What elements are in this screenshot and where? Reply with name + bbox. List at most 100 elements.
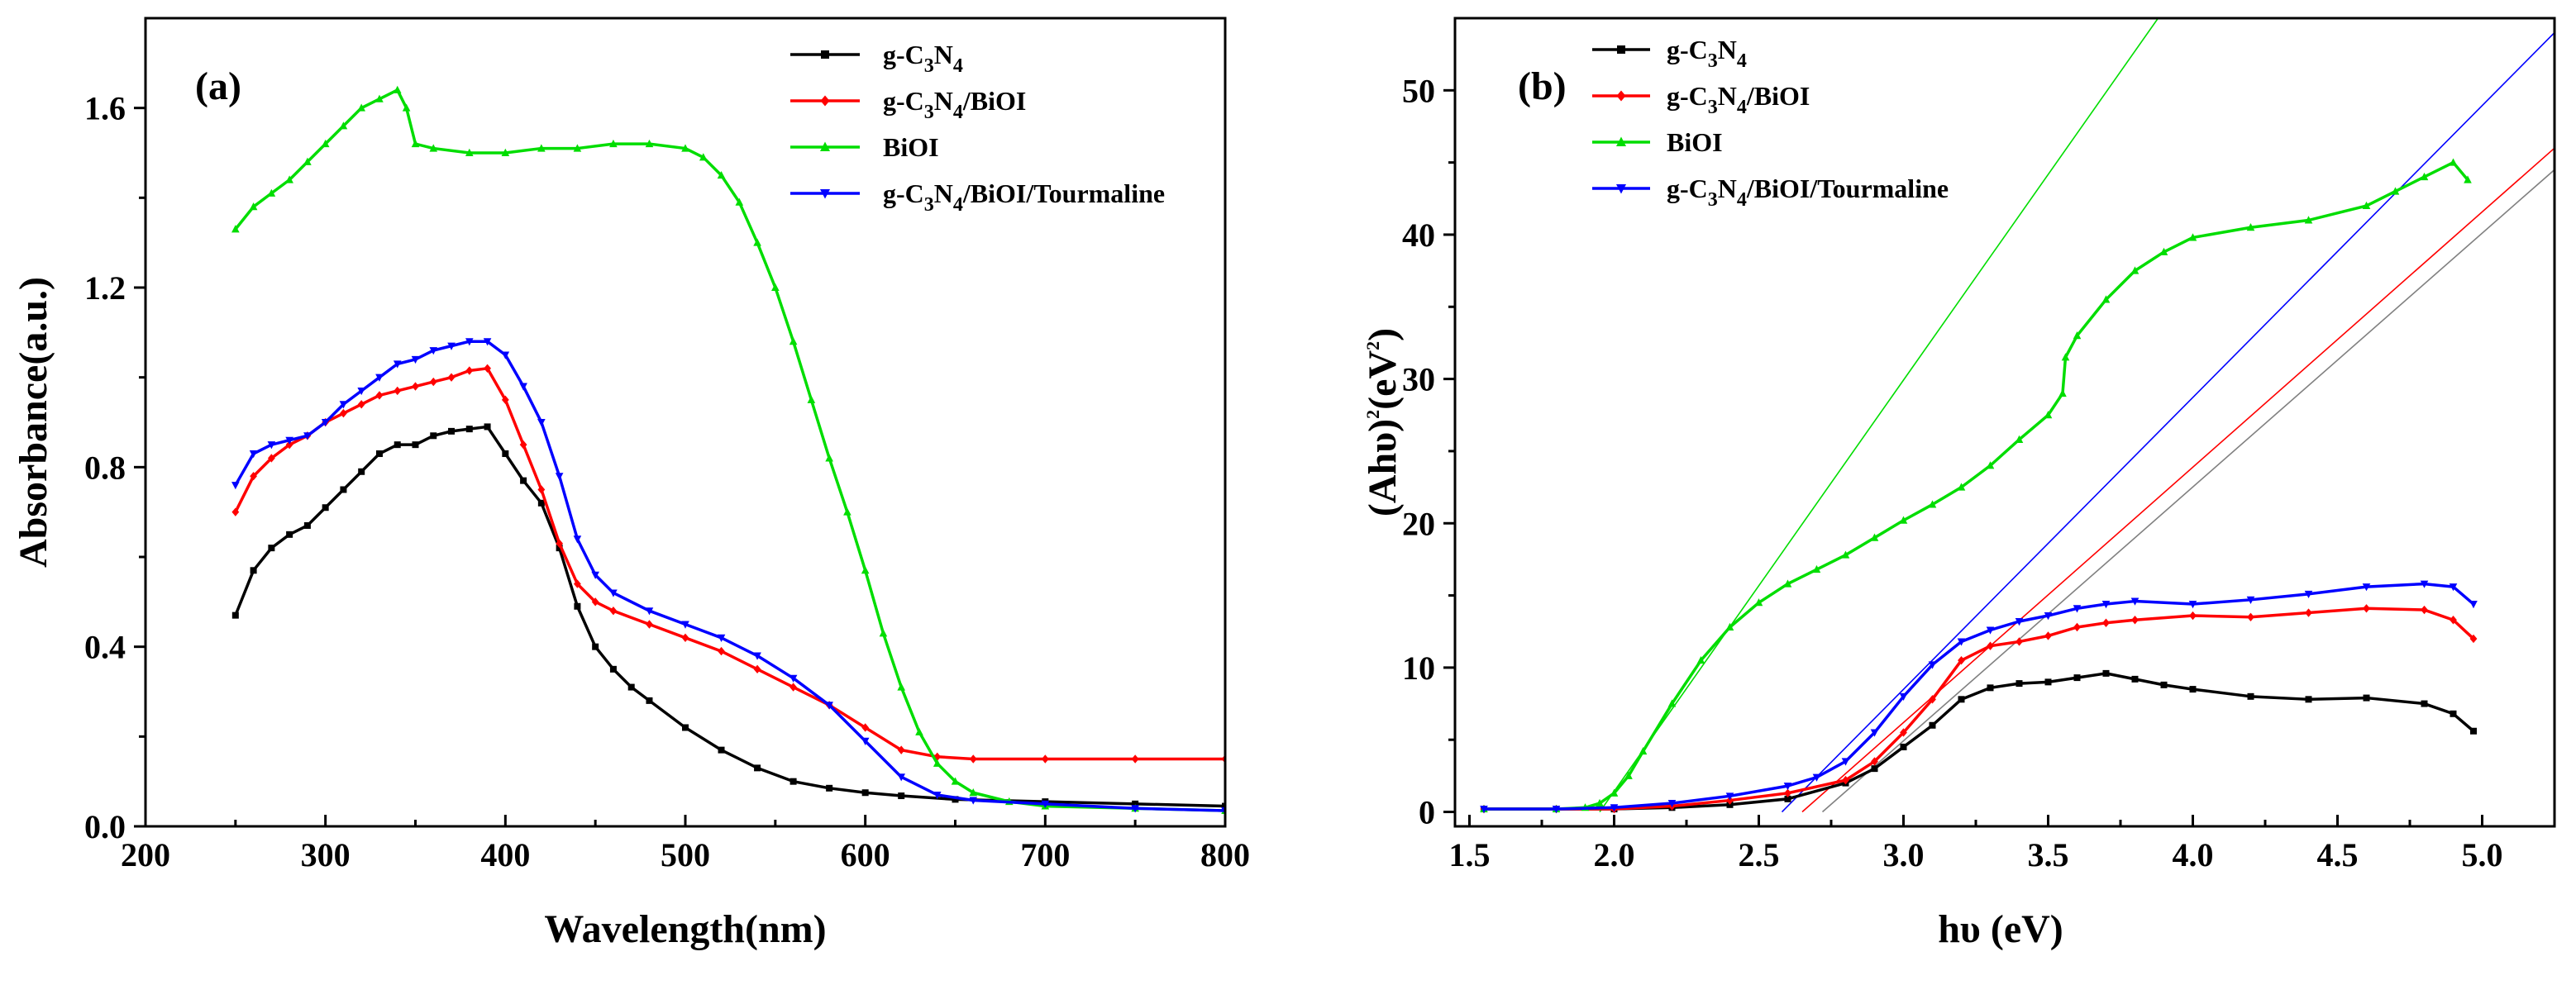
panel-b-series-2-point-24: [2101, 295, 2111, 303]
panel-b-series-0-point-23: [2450, 710, 2457, 717]
panel-a-series-3-point-31: [969, 797, 978, 805]
panel-a-series-1-point-25: [753, 664, 761, 674]
panel-a-x-tick-label-0: 200: [121, 836, 170, 873]
panel-a-series-1-point-12: [447, 373, 456, 382]
panel-a-legend-label-1: g-C3N4/BiOI: [883, 86, 1026, 123]
panel-b-legend-label-3-post: /BiOI/Tourmaline: [1746, 174, 1949, 203]
panel-a-plot-layer: [231, 85, 1225, 816]
panel-b-series-0-point-5: [1784, 795, 1791, 802]
panel-a-series-0-point-3: [286, 531, 293, 538]
panel-a-series-1-point-6: [340, 408, 347, 418]
panel-b-legend-label-3-s2: 4: [1737, 189, 1747, 211]
panel-a-series-0-point-25: [718, 746, 725, 754]
panel-a-series-3-point-8: [375, 374, 384, 382]
panel-b-series-0-point-10: [1958, 696, 1965, 703]
panel-b-series-0-point-9: [1929, 721, 1936, 729]
panel-a-y-axis-title: Absorbance(a.u.): [12, 277, 55, 568]
panel-a-series-3-point-1: [249, 450, 258, 459]
panel-a-series-3-point-29: [897, 773, 905, 782]
panel-a-legend-label-0-pre: g-C: [883, 40, 924, 69]
panel-b-x-axis-title: hυ (eV): [1938, 907, 2063, 951]
panel-a-x-tick-label-2: 400: [480, 836, 530, 873]
panel-a-series-0-point-30: [898, 792, 905, 800]
panel-a-series-0-point-23: [646, 697, 653, 704]
panel-b-series-2-point-23: [2073, 331, 2082, 340]
panel-b-legend-label-1-mid: N: [1718, 81, 1737, 111]
panel-a-chart: 200 300 400 500 600 700 800 0.0 0.4 0.8 1.2 1.6 (a)…: [12, 17, 1250, 951]
panel-b-series-2-point-15: [1899, 516, 1908, 524]
panel-a-frame: [144, 17, 1227, 828]
panel-b-series-0-point-22: [2421, 700, 2428, 707]
panel-a-legend-label-1-s2: 4: [953, 102, 963, 123]
panel-a-legend: g-C3N4g-C3N4/BiOIBiOIg-C3N4/BiOI/Tourmal…: [790, 40, 1165, 216]
panel-b-x-tick-label-1: 2.0: [1594, 836, 1635, 873]
panel-b-series-2-point-14: [1870, 533, 1879, 541]
panel-b-series-0-point-17: [2160, 681, 2168, 688]
panel-a-series-0-point-20: [592, 643, 599, 650]
panel-a-legend-label-1-mid: N: [934, 86, 953, 116]
panel-b-legend-label-0-s2: 4: [1737, 50, 1747, 72]
panel-a-series-0-point-11: [430, 432, 437, 440]
panel-b-x-tick-label-5: 4.0: [2173, 836, 2214, 873]
panel-a-x-tick-label-3: 500: [661, 836, 710, 873]
panel-a-series-2-point-31: [897, 683, 905, 691]
panel-a-series-1-point-29: [897, 745, 905, 754]
panel-b-series-2-point-32: [2420, 172, 2429, 181]
panel-a-series-3-point-4: [303, 432, 312, 440]
panel-b-series-3-point-15: [2073, 605, 2082, 613]
panel-b-legend-label-3: g-C3N4/BiOI/Tourmaline: [1667, 174, 1949, 211]
panel-a-series-1-point-16: [519, 440, 527, 450]
panel-b-y-title-pre: (Ahυ): [1361, 419, 1405, 516]
panel-b-series-2-point-6: [1639, 746, 1648, 755]
panel-a-legend-label-1-pre: g-C: [883, 86, 924, 116]
panel-b-series-3-point-11: [1957, 638, 1966, 646]
panel-b-series-3-point-9: [1899, 692, 1908, 702]
panel-b-y-title-sup1: 2: [1362, 410, 1383, 419]
panel-a-series-3-point-0: [231, 482, 240, 490]
panel-a-series-0-point-10: [412, 441, 419, 449]
panel-b-legend-label-2-pre: BiOI: [1667, 127, 1723, 157]
panel-a-y-tick-label-3: 1.2: [84, 269, 126, 307]
panel-b-series-3-point-5: [1783, 783, 1792, 791]
panel-b-series-3-point-0: [1480, 806, 1488, 814]
panel-b-legend-label-3-s1: 3: [1708, 189, 1718, 211]
panel-b-legend-label-0-mid: N: [1718, 35, 1737, 64]
panel-b-series-2-point-9: [1725, 622, 1734, 630]
panel-a-series-2-point-30: [879, 629, 888, 637]
panel-a-series-3-point-18: [555, 473, 564, 481]
panel-b-legend-label-0-s1: 3: [1708, 50, 1718, 72]
panel-a-series-2-point-16: [573, 144, 582, 152]
panel-b-series-1-point-12: [2015, 637, 2023, 646]
panel-a-legend-label-2: BiOI: [883, 132, 939, 162]
panel-a-series-2-point-3: [285, 175, 293, 183]
panel-a-series-3-point-5: [321, 419, 330, 427]
panel-a-series-3-point-12: [447, 342, 456, 350]
panel-b-series-3-point-20: [2304, 590, 2313, 599]
panel-b-series-2-point-4: [1610, 788, 1619, 797]
panel-a-series-3-point-9: [393, 360, 402, 369]
panel-b-series-1-point-20: [2363, 604, 2370, 613]
panel-b-series-2-point-17: [1957, 483, 1966, 491]
panel-a-series-2-point-22: [735, 197, 744, 206]
panel-b-series-3-point-14: [2044, 612, 2053, 621]
panel-a-series-2-point-11: [411, 139, 420, 148]
panel-b-y-tick-label-5: 50: [1402, 72, 1435, 109]
panel-b-legend-marker-1: [1616, 90, 1626, 102]
panel-b-tangent-line-3: [1821, 169, 2555, 813]
panel-b-tangent-line-0: [1599, 18, 2159, 812]
panel-b-series-1-line: [1484, 607, 2475, 811]
panel-b-y-tick-label-1: 10: [1402, 650, 1435, 687]
panel-a-series-3-point-24: [717, 634, 726, 642]
panel-b-series-2-point-26: [2159, 247, 2168, 255]
panel-b-series-3-line: [1484, 582, 2475, 811]
panel-a-legend-label-3-s2: 4: [953, 194, 963, 216]
panel-a-series-3-point-28: [861, 737, 870, 745]
panel-a-series-3-point-14: [483, 338, 492, 346]
panel-b-series-1-point-13: [2044, 631, 2052, 640]
panel-a-ticks: 200 300 400 500 600 700 800 0.0 0.4 0.8 1.2 1.6: [84, 90, 1250, 873]
panel-a-legend-label-3-post: /BiOI/Tourmaline: [962, 178, 1165, 208]
panel-a-series-1-point-9: [394, 386, 402, 396]
panel-a-legend-label-0-s2: 4: [953, 55, 963, 77]
panel-a-legend-marker-1: [820, 95, 830, 107]
panel-b-series-2-point-8: [1696, 655, 1705, 664]
